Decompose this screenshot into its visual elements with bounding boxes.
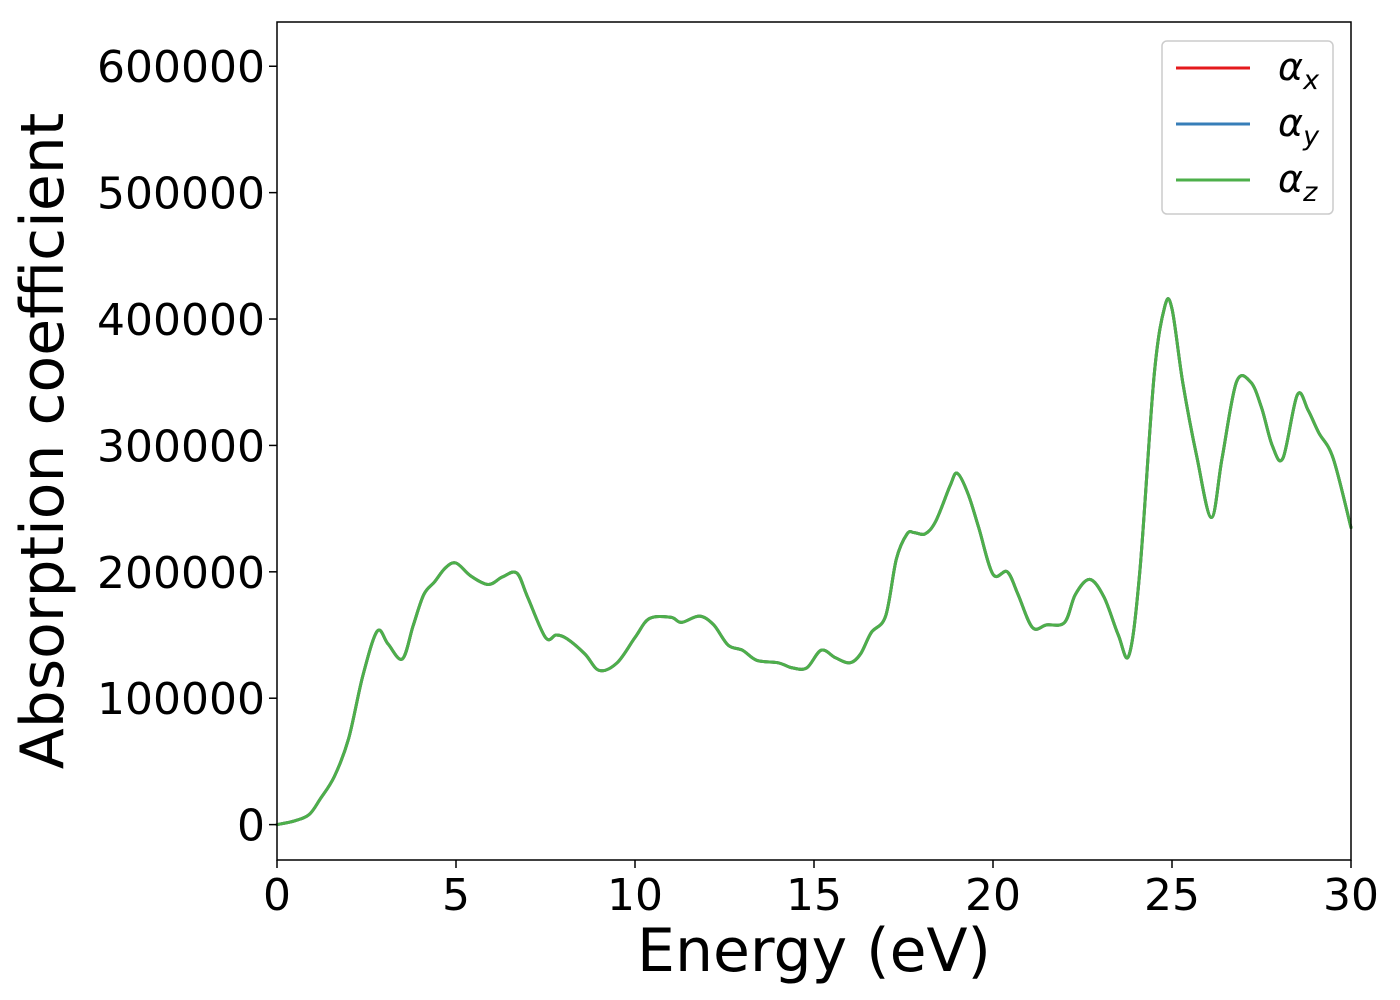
series-layer (275, 297, 1353, 827)
y-tick-label: 400000 (97, 295, 265, 346)
x-axis-title: Energy (eV) (637, 916, 991, 986)
y-tick-label: 100000 (97, 674, 265, 725)
y-tick-label: 300000 (97, 421, 265, 472)
x-tick-label: 15 (786, 870, 842, 921)
x-tick-label: 20 (965, 870, 1021, 921)
y-tick-label: 0 (237, 801, 265, 852)
y-tick-label: 600000 (97, 42, 265, 93)
series-line-z (275, 297, 1353, 827)
x-axis-ticks: 0 5 10 15 20 25 30 (263, 860, 1379, 921)
x-tick-label: 10 (607, 870, 663, 921)
y-axis-title: Absorption coefficient (8, 113, 78, 770)
x-tick-label: 25 (1144, 870, 1200, 921)
y-axis-ticks: 0 100000 200000 300000 400000 500000 600000 (97, 42, 277, 852)
legend-box (1161, 40, 1334, 215)
x-tick-label: 30 (1323, 870, 1379, 921)
x-tick-label: 5 (442, 870, 470, 921)
x-tick-label: 0 (263, 870, 291, 921)
y-tick-label: 500000 (97, 169, 265, 220)
y-tick-label: 200000 (97, 548, 265, 599)
